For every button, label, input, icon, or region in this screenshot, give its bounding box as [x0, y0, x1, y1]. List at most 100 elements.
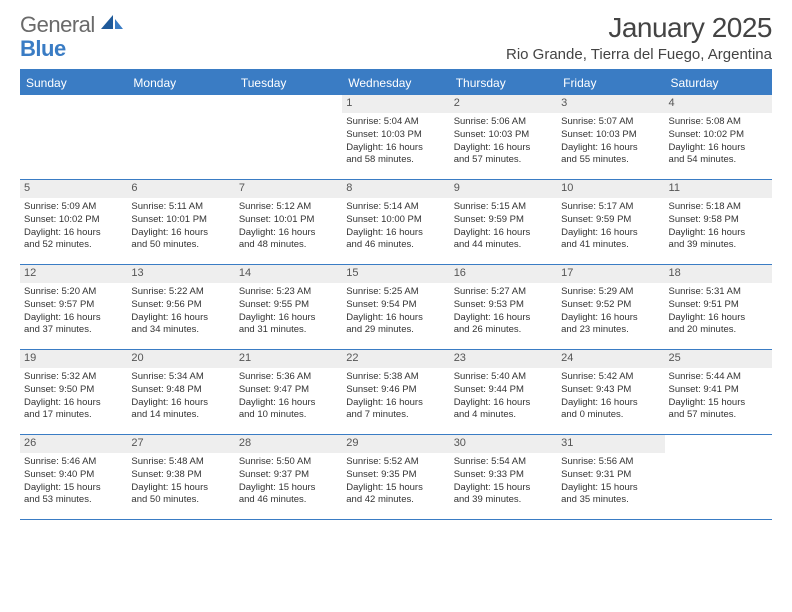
day-info-line: Sunrise: 5:46 AM [24, 456, 123, 468]
day-info-line: Sunset: 9:57 PM [24, 299, 123, 311]
day-info-line: Sunset: 9:59 PM [454, 214, 553, 226]
day-cell: 2Sunrise: 5:06 AMSunset: 10:03 PMDayligh… [450, 95, 557, 179]
day-info-line: and 44 minutes. [454, 239, 553, 251]
day-number: 28 [235, 435, 342, 453]
day-cell [127, 95, 234, 179]
day-number: 5 [20, 180, 127, 198]
day-info-line: Sunrise: 5:11 AM [131, 201, 230, 213]
day-cell: 13Sunrise: 5:22 AMSunset: 9:56 PMDayligh… [127, 265, 234, 349]
day-info-line: Daylight: 16 hours [239, 227, 338, 239]
weeks-container: 1Sunrise: 5:04 AMSunset: 10:03 PMDayligh… [20, 95, 772, 520]
week-row: 5Sunrise: 5:09 AMSunset: 10:02 PMDayligh… [20, 180, 772, 265]
day-info-line: and 52 minutes. [24, 239, 123, 251]
day-info-line: Sunrise: 5:31 AM [669, 286, 768, 298]
day-info-line: Sunset: 10:03 PM [346, 129, 445, 141]
day-info-line: and 54 minutes. [669, 154, 768, 166]
day-cell: 12Sunrise: 5:20 AMSunset: 9:57 PMDayligh… [20, 265, 127, 349]
day-info-line: Sunset: 9:51 PM [669, 299, 768, 311]
day-number: 22 [342, 350, 449, 368]
day-info-line: Sunrise: 5:29 AM [561, 286, 660, 298]
day-info-line: Sunrise: 5:56 AM [561, 456, 660, 468]
brand-text-part2-wrap: Blue [20, 36, 66, 62]
day-info-line: and 17 minutes. [24, 409, 123, 421]
day-header-cell: Tuesday [235, 71, 342, 95]
day-info-line: Daylight: 16 hours [669, 312, 768, 324]
day-info-line: Daylight: 16 hours [346, 142, 445, 154]
day-number: 13 [127, 265, 234, 283]
day-info-line: Sunrise: 5:32 AM [24, 371, 123, 383]
day-info-line: Daylight: 16 hours [454, 397, 553, 409]
day-cell: 5Sunrise: 5:09 AMSunset: 10:02 PMDayligh… [20, 180, 127, 264]
day-info-line: and 4 minutes. [454, 409, 553, 421]
day-info-line: Daylight: 16 hours [346, 397, 445, 409]
day-number: 11 [665, 180, 772, 198]
day-info-line: Sunset: 9:56 PM [131, 299, 230, 311]
day-info-line: Sunrise: 5:44 AM [669, 371, 768, 383]
day-cell: 3Sunrise: 5:07 AMSunset: 10:03 PMDayligh… [557, 95, 664, 179]
day-info-line: Daylight: 16 hours [239, 312, 338, 324]
day-info-line: and 7 minutes. [346, 409, 445, 421]
day-info-line: and 55 minutes. [561, 154, 660, 166]
day-number: 25 [665, 350, 772, 368]
day-number: 19 [20, 350, 127, 368]
day-number: 18 [665, 265, 772, 283]
day-info-line: Daylight: 15 hours [669, 397, 768, 409]
day-info-line: and 34 minutes. [131, 324, 230, 336]
day-cell: 23Sunrise: 5:40 AMSunset: 9:44 PMDayligh… [450, 350, 557, 434]
day-info-line: Sunset: 9:52 PM [561, 299, 660, 311]
day-info-line: Daylight: 15 hours [239, 482, 338, 494]
day-number: 14 [235, 265, 342, 283]
day-number: 8 [342, 180, 449, 198]
day-cell: 27Sunrise: 5:48 AMSunset: 9:38 PMDayligh… [127, 435, 234, 519]
day-info-line: Sunset: 10:03 PM [454, 129, 553, 141]
day-info-line: Daylight: 16 hours [561, 312, 660, 324]
day-cell: 1Sunrise: 5:04 AMSunset: 10:03 PMDayligh… [342, 95, 449, 179]
day-info-line: Sunset: 9:35 PM [346, 469, 445, 481]
day-cell: 18 Sunrise: 5:31 AMSunset: 9:51 PMDayligh… [665, 265, 772, 349]
day-cell [235, 95, 342, 179]
day-info-line: Sunrise: 5:40 AM [454, 371, 553, 383]
day-info-line: Sunset: 9:54 PM [346, 299, 445, 311]
day-info-line: Sunrise: 5:38 AM [346, 371, 445, 383]
day-info-line: Sunset: 10:02 PM [669, 129, 768, 141]
day-info-line: Sunrise: 5:04 AM [346, 116, 445, 128]
day-info-line: Sunrise: 5:17 AM [561, 201, 660, 213]
day-cell: 9Sunrise: 5:15 AMSunset: 9:59 PMDaylight… [450, 180, 557, 264]
day-info-line: and 26 minutes. [454, 324, 553, 336]
day-info-line: Daylight: 16 hours [346, 227, 445, 239]
day-info-line: Daylight: 16 hours [131, 397, 230, 409]
day-cell: 7Sunrise: 5:12 AMSunset: 10:01 PMDayligh… [235, 180, 342, 264]
day-info-line: and 41 minutes. [561, 239, 660, 251]
day-number: 27 [127, 435, 234, 453]
day-info-line: Daylight: 16 hours [669, 227, 768, 239]
day-info-line: and 31 minutes. [239, 324, 338, 336]
day-cell: 17Sunrise: 5:29 AMSunset: 9:52 PMDayligh… [557, 265, 664, 349]
day-number: 16 [450, 265, 557, 283]
day-info-line: Sunrise: 5:15 AM [454, 201, 553, 213]
day-info-line: and 37 minutes. [24, 324, 123, 336]
day-number: 2 [450, 95, 557, 113]
day-info-line: Sunrise: 5:25 AM [346, 286, 445, 298]
day-info-line: Sunrise: 5:08 AM [669, 116, 768, 128]
day-cell: 8Sunrise: 5:14 AMSunset: 10:00 PMDayligh… [342, 180, 449, 264]
day-header-cell: Monday [127, 71, 234, 95]
day-info-line: and 42 minutes. [346, 494, 445, 506]
day-info-line: Daylight: 15 hours [454, 482, 553, 494]
day-header-cell: Friday [557, 71, 664, 95]
day-header-cell: Sunday [20, 71, 127, 95]
day-number: 31 [557, 435, 664, 453]
day-number: 12 [20, 265, 127, 283]
day-info-line: Daylight: 16 hours [454, 227, 553, 239]
day-cell: 31Sunrise: 5:56 AMSunset: 9:31 PMDayligh… [557, 435, 664, 519]
week-row: 1Sunrise: 5:04 AMSunset: 10:03 PMDayligh… [20, 95, 772, 180]
day-info-line: and 53 minutes. [24, 494, 123, 506]
day-cell [665, 435, 772, 519]
day-info-line: Daylight: 15 hours [346, 482, 445, 494]
day-info-line: and 39 minutes. [669, 239, 768, 251]
day-cell: 11Sunrise: 5:18 AMSunset: 9:58 PMDayligh… [665, 180, 772, 264]
day-info-line: Daylight: 15 hours [24, 482, 123, 494]
day-info-line: Sunrise: 5:07 AM [561, 116, 660, 128]
day-info-line: and 57 minutes. [454, 154, 553, 166]
day-info-line: and 39 minutes. [454, 494, 553, 506]
day-info-line: and 29 minutes. [346, 324, 445, 336]
